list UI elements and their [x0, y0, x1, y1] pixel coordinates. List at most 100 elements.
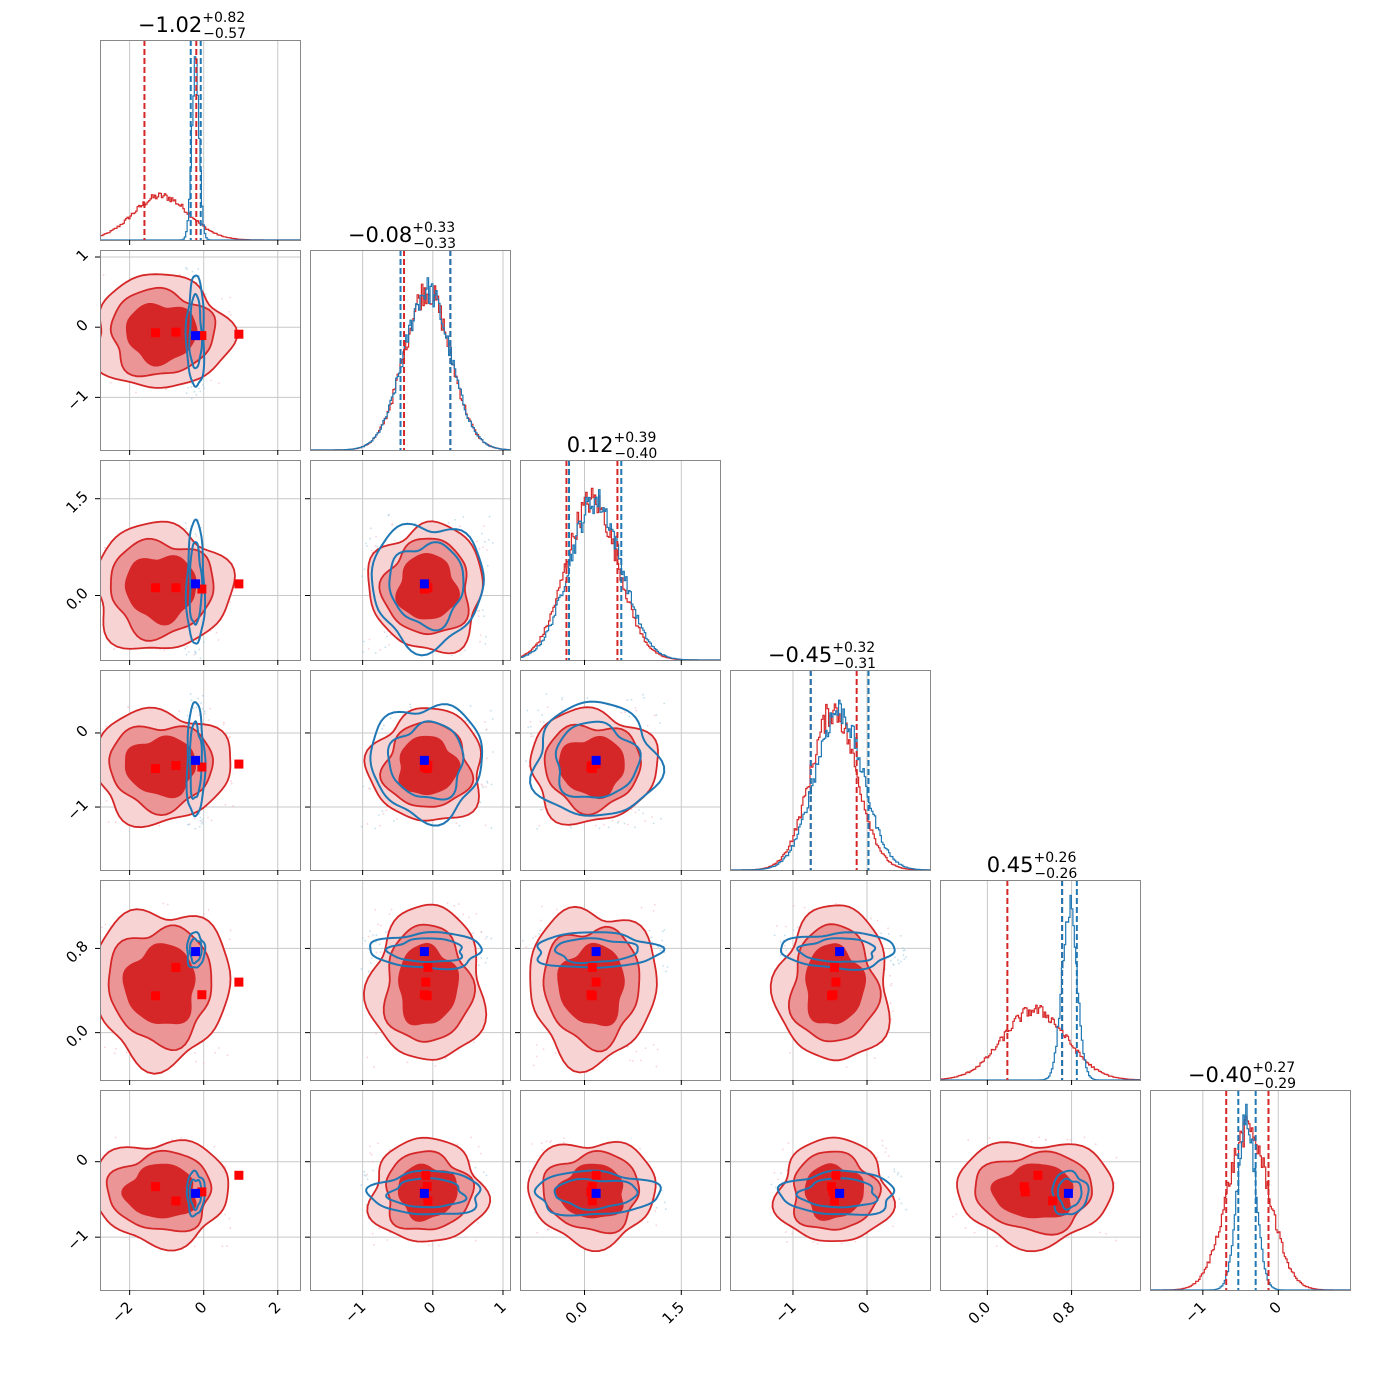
sample-point-red: [388, 643, 390, 646]
sample-point-red: [534, 935, 537, 938]
sample-point-red: [655, 1224, 658, 1227]
sample-point-blue: [204, 293, 207, 295]
sample-point-red: [171, 1138, 173, 1141]
sample-point-red: [378, 1227, 381, 1230]
title-median: −0.08: [348, 223, 412, 247]
sample-point-red: [480, 783, 483, 786]
sample-point-red: [889, 1002, 892, 1004]
sample-point-blue: [491, 542, 494, 544]
sample-point-red: [193, 817, 196, 820]
sample-point-blue: [201, 384, 204, 387]
sample-point-blue: [199, 819, 202, 822]
sample-point-blue: [661, 939, 664, 942]
sample-point-red: [226, 1245, 228, 1248]
sample-point-blue: [486, 564, 489, 567]
sample-point-red: [202, 1062, 205, 1064]
sample-point-blue: [661, 930, 664, 933]
sample-point-blue: [486, 957, 488, 960]
sample-point-blue: [361, 575, 363, 578]
sample-point-red: [379, 951, 382, 954]
sample-point-red: [90, 376, 92, 378]
sample-point-blue: [203, 641, 205, 643]
sample-point-blue: [187, 386, 190, 389]
sample-point-blue: [386, 635, 388, 638]
sample-point-red: [792, 904, 795, 907]
panel-2-2: 0.12+0.39 −0.40: [520, 430, 721, 665]
contour-red-2: [557, 942, 625, 1027]
panel-frame: [310, 880, 511, 1081]
sample-point-red: [102, 274, 105, 276]
sample-point-red: [98, 1240, 100, 1242]
sample-point-red: [369, 1152, 372, 1155]
marker-red: [197, 762, 207, 772]
sample-point-red: [90, 964, 92, 966]
y-tick-label: 0.0: [62, 584, 92, 614]
title-minus: −0.40: [614, 446, 657, 462]
sample-point-red: [95, 373, 97, 375]
sample-point-red: [554, 1052, 557, 1054]
marker-red: [197, 1187, 207, 1197]
sample-point-red: [159, 648, 161, 651]
panel-frame: [100, 40, 301, 241]
panel-4-3: [725, 880, 931, 1085]
marker-blue: [191, 331, 201, 341]
sample-point-red: [374, 908, 377, 911]
sample-point-blue: [628, 715, 631, 718]
sample-point-blue: [905, 1208, 908, 1211]
sample-point-blue: [899, 960, 902, 963]
sample-point-blue: [487, 538, 490, 541]
marker-red: [151, 328, 161, 338]
sample-point-blue: [447, 521, 450, 524]
sample-point-red: [787, 1142, 790, 1145]
marker-red: [171, 761, 181, 771]
sample-point-red: [964, 1227, 967, 1229]
contour-blue-0: [369, 930, 483, 971]
sample-point-blue: [185, 527, 188, 530]
sample-point-red: [652, 909, 655, 912]
contour-blue-1: [188, 720, 203, 800]
sample-point-red: [135, 391, 137, 394]
sample-point-red: [630, 808, 633, 811]
y-tick-label: −1: [64, 796, 92, 824]
marker-red: [831, 1170, 841, 1180]
sample-point-red: [1094, 1143, 1097, 1145]
sample-point-red: [881, 1144, 884, 1147]
sample-point-red: [547, 1228, 550, 1231]
x-tick-label: 0: [420, 1298, 439, 1317]
sample-point-red: [215, 631, 218, 634]
title-plus: +0.32: [832, 640, 875, 656]
sample-point-red: [644, 1047, 647, 1050]
panel-5-4: 0.0 0.8: [935, 1090, 1141, 1328]
sample-point-blue: [477, 964, 480, 967]
sample-point-red: [101, 926, 103, 929]
contour-blue-0: [185, 701, 207, 818]
sample-point-blue: [186, 823, 189, 826]
marker-blue: [1063, 1188, 1073, 1198]
sample-point-red: [366, 823, 369, 825]
y-tick-label: −1: [64, 1226, 92, 1254]
sample-point-red: [624, 711, 626, 714]
sample-point-red: [377, 1142, 379, 1145]
sample-point-blue: [900, 1202, 903, 1205]
sample-point-red: [634, 706, 637, 709]
sample-point-red: [393, 539, 396, 542]
contour-blue-0: [529, 700, 666, 817]
marker-red: [419, 990, 429, 1000]
sample-point-blue: [362, 650, 364, 653]
contour-blue-1: [795, 1177, 879, 1209]
marker-blue: [591, 1188, 601, 1198]
panel-frame: [730, 670, 931, 871]
sample-point-blue: [893, 1168, 896, 1171]
sample-point-red: [854, 1240, 857, 1243]
sample-point-red: [644, 820, 647, 823]
sample-point-blue: [660, 817, 662, 820]
sample-point-blue: [779, 954, 782, 956]
sample-point-blue: [491, 751, 494, 753]
sample-point-red: [549, 1141, 551, 1144]
sample-point-red: [562, 1141, 565, 1144]
sample-point-red: [484, 937, 487, 940]
sample-point-blue: [655, 1206, 658, 1209]
marker-red: [151, 1182, 161, 1192]
panel-content: [520, 1090, 720, 1290]
sample-point-blue: [666, 966, 669, 968]
